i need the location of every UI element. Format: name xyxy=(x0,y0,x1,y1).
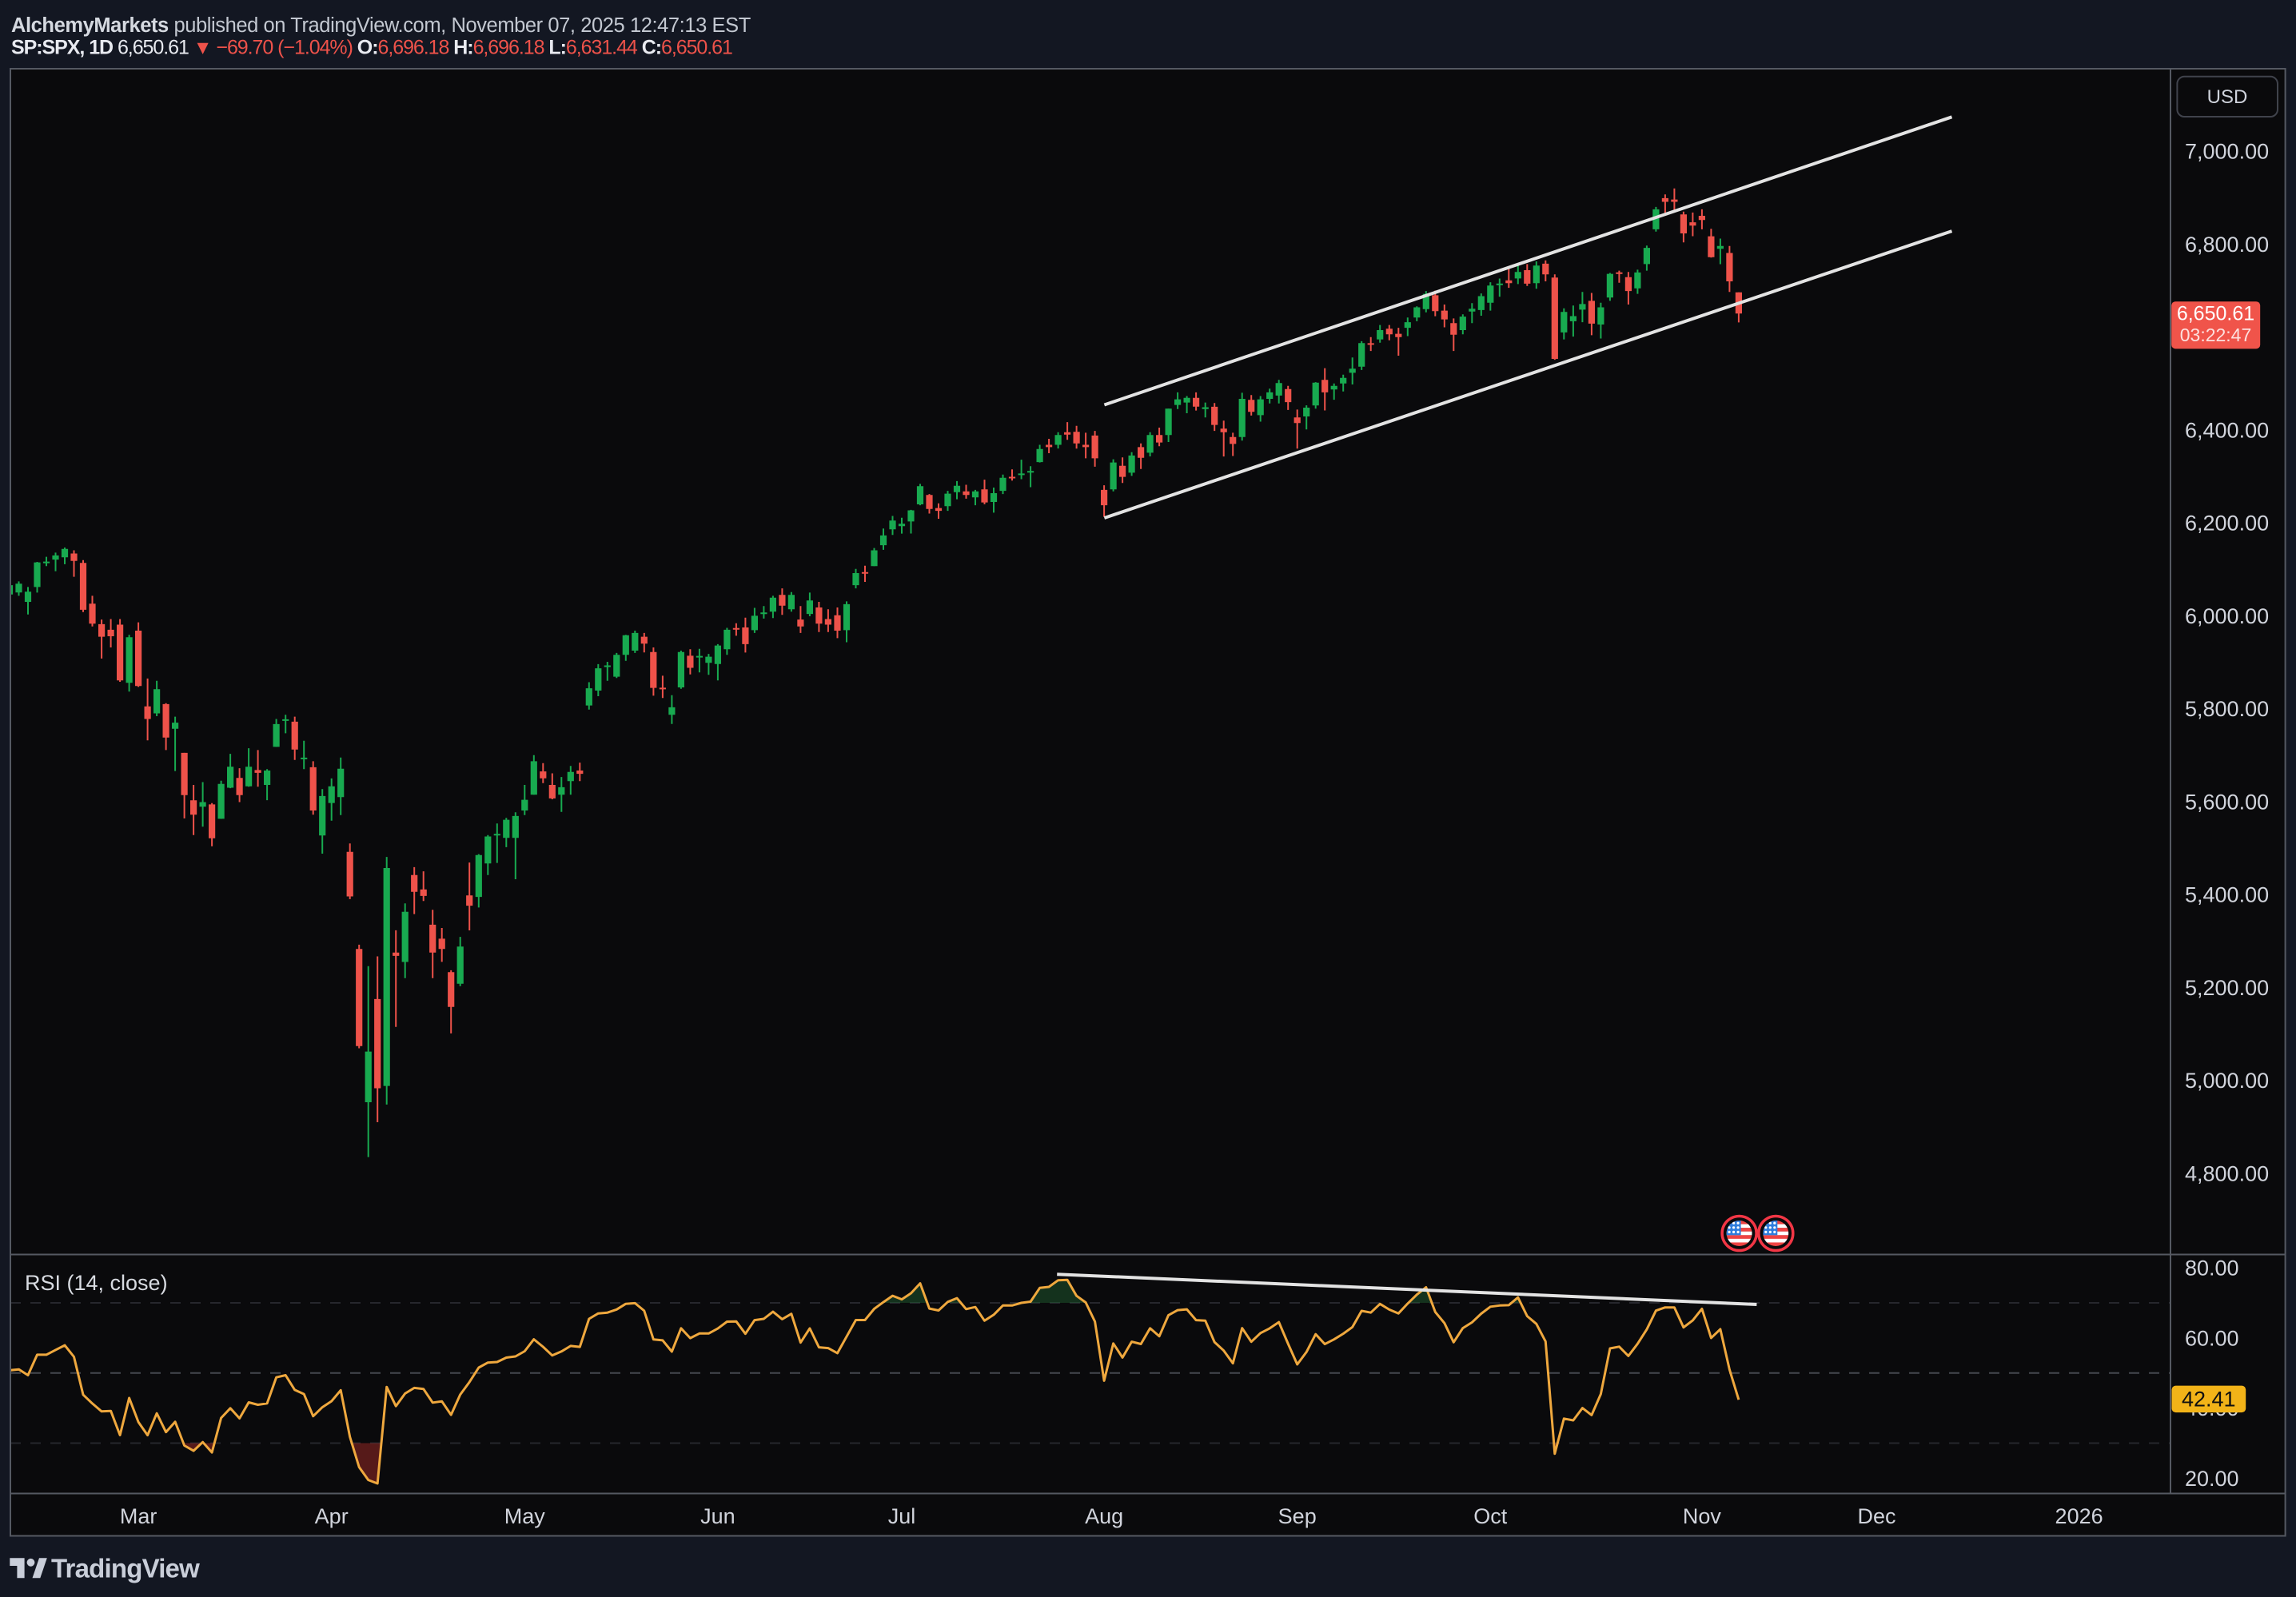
svg-text:6,800.00: 6,800.00 xyxy=(2185,233,2269,257)
svg-text:6,400.00: 6,400.00 xyxy=(2185,418,2269,442)
svg-text:AlchemyMarkets published on Tr: AlchemyMarkets published on TradingView.… xyxy=(11,14,751,37)
svg-text:Apr: Apr xyxy=(315,1504,349,1528)
svg-text:2026: 2026 xyxy=(2055,1504,2103,1528)
svg-text:20.00: 20.00 xyxy=(2185,1467,2239,1491)
svg-text:Jun: Jun xyxy=(700,1504,735,1528)
svg-text:6,000.00: 6,000.00 xyxy=(2185,604,2269,628)
svg-text:5,000.00: 5,000.00 xyxy=(2185,1069,2269,1093)
svg-text:42.41: 42.41 xyxy=(2182,1388,2236,1412)
svg-text:Mar: Mar xyxy=(120,1504,157,1528)
svg-text:Aug: Aug xyxy=(1085,1504,1123,1528)
svg-text:Oct: Oct xyxy=(1473,1504,1508,1528)
svg-text:80.00: 80.00 xyxy=(2185,1256,2239,1280)
svg-text:May: May xyxy=(504,1504,546,1528)
svg-text:6,200.00: 6,200.00 xyxy=(2185,512,2269,536)
svg-text:03:22:47: 03:22:47 xyxy=(2180,325,2252,345)
svg-text:4,800.00: 4,800.00 xyxy=(2185,1161,2269,1185)
svg-text:Nov: Nov xyxy=(1683,1504,1722,1528)
svg-text:5,600.00: 5,600.00 xyxy=(2185,790,2269,814)
svg-text:Jul: Jul xyxy=(888,1504,916,1528)
svg-text:7,000.00: 7,000.00 xyxy=(2185,140,2269,164)
svg-text:60.00: 60.00 xyxy=(2185,1326,2239,1350)
svg-text:5,400.00: 5,400.00 xyxy=(2185,883,2269,907)
svg-text:Sep: Sep xyxy=(1278,1504,1317,1528)
svg-text:5,200.00: 5,200.00 xyxy=(2185,976,2269,1000)
svg-text:USD: USD xyxy=(2207,86,2248,108)
svg-text:TradingView: TradingView xyxy=(51,1554,200,1583)
svg-text:RSI (14, close): RSI (14, close) xyxy=(25,1271,168,1295)
svg-text:Dec: Dec xyxy=(1857,1504,1895,1528)
svg-text:5,800.00: 5,800.00 xyxy=(2185,697,2269,721)
svg-text:6,650.61: 6,650.61 xyxy=(2177,303,2254,325)
svg-text:SP:SPX, 1D 6,650.61 ▼ −69.70 (: SP:SPX, 1D 6,650.61 ▼ −69.70 (−1.04%) O:… xyxy=(11,37,732,59)
